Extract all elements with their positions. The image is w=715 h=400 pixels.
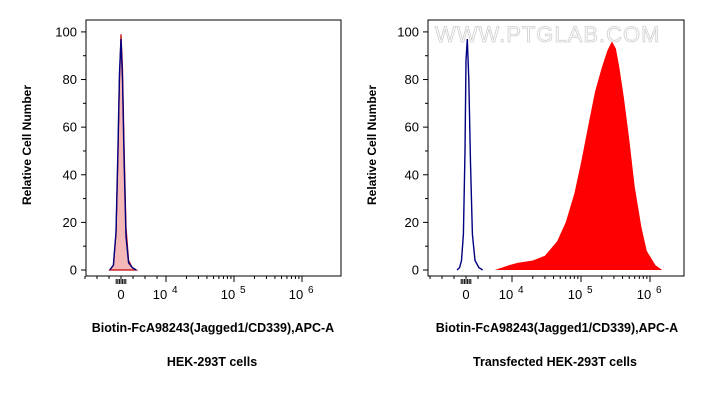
left-x-tick-exponent-6: 6	[308, 285, 314, 296]
left-y-tick-label-60: 60	[63, 120, 77, 135]
right-x-tick-label-104: 10	[499, 287, 513, 302]
right-x-tick-exponent-4: 4	[518, 285, 524, 296]
right-x-tick-exponent-5: 5	[587, 285, 593, 296]
right-plot-frame	[427, 19, 685, 277]
left-plot-frame	[85, 19, 342, 277]
right-isotype-histogram-line	[456, 38, 484, 271]
left-y-tick-label-40: 40	[63, 167, 77, 182]
right-y-tick-label-20: 20	[405, 215, 419, 230]
left-plot-marks: 0 20 40 60 80 100 0 10 4 10 5 10 6	[55, 24, 314, 302]
right-x-tick-exponent-6: 6	[656, 285, 662, 296]
right-y-tick-label-100: 100	[397, 24, 419, 39]
right-y-tick-label-60: 60	[405, 120, 419, 135]
left-y-tick-label-20: 20	[63, 215, 77, 230]
left-sample-histogram-fill	[108, 34, 139, 271]
left-isotype-histogram-line	[109, 38, 137, 271]
left-x-tick-exponent-5: 5	[240, 285, 246, 296]
right-x-tick-label-106: 10	[637, 287, 651, 302]
right-y-tick-label-0: 0	[412, 263, 419, 278]
right-y-axis-title: Relative Cell Number	[365, 85, 379, 205]
left-y-axis-title: Relative Cell Number	[20, 85, 34, 205]
right-sample-histogram-fill	[494, 41, 663, 271]
left-x-tick-label-105: 10	[221, 287, 235, 302]
left-x-tick-label-104: 10	[153, 287, 167, 302]
right-y-tick-label-40: 40	[405, 167, 419, 182]
right-panel-caption: Transfected HEK-293T cells	[473, 355, 637, 369]
left-x-axis-title: Biotin-FcA98243(Jagged1/CD339),APC-A	[92, 321, 334, 335]
right-y-tick-label-80: 80	[405, 72, 419, 87]
left-x-tick-label-0: 0	[117, 287, 124, 302]
left-x-tick-exponent-4: 4	[172, 285, 178, 296]
left-histogram-panel: 0 20 40 60 80 100 0 10 4 10 5 10 6 Relative Cell Num…	[20, 19, 342, 369]
left-y-tick-label-80: 80	[63, 72, 77, 87]
right-x-tick-label-105: 10	[568, 287, 582, 302]
left-y-tick-label-100: 100	[55, 24, 77, 39]
right-plot-marks: 0 20 40 60 80 100 0 10 4 10 5 10 6	[397, 24, 663, 302]
left-y-tick-label-0: 0	[70, 263, 77, 278]
right-histogram-panel: 0 20 40 60 80 100 0 10 4 10 5 10 6 Relative Cell Num…	[365, 19, 685, 369]
watermark-text: WWW.PTGLAB.COM	[435, 22, 660, 47]
left-x-tick-label-106: 10	[289, 287, 303, 302]
right-x-axis-title: Biotin-FcA98243(Jagged1/CD339),APC-A	[436, 321, 678, 335]
right-x-tick-label-0: 0	[462, 287, 469, 302]
left-panel-caption: HEK-293T cells	[167, 355, 257, 369]
